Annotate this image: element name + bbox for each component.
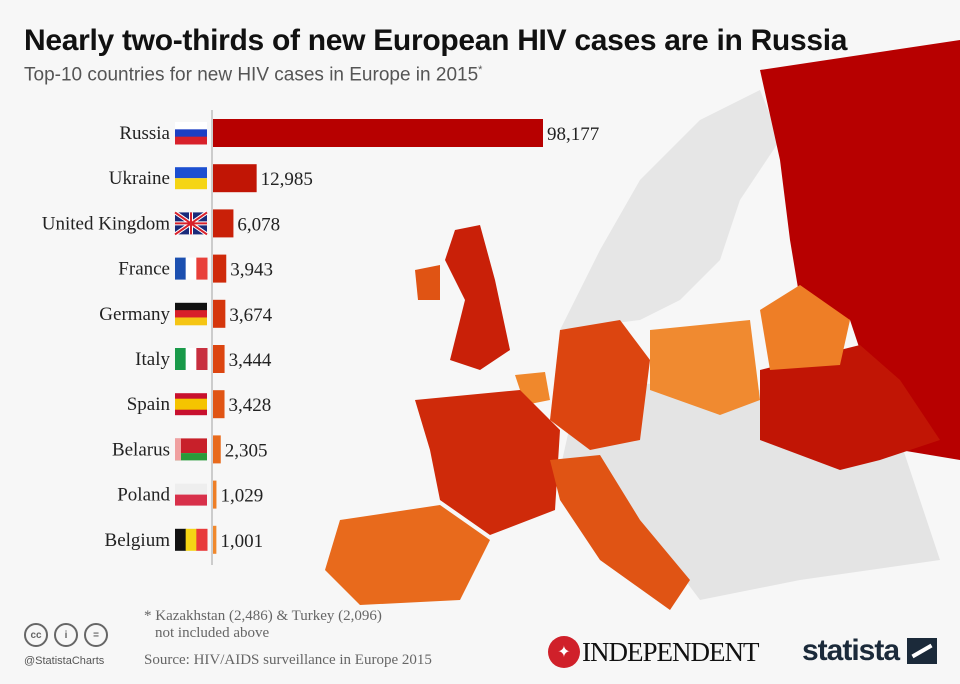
statista-wordmark: statista <box>802 634 900 667</box>
bar-germany <box>213 299 226 328</box>
no-derivatives-icon: = <box>84 623 108 647</box>
category-label: Germany <box>99 304 170 325</box>
ukraine-flag-icon <box>175 167 207 190</box>
value-label: 98,177 <box>547 124 599 145</box>
map-italy <box>550 455 690 610</box>
bar-belgium <box>213 525 217 554</box>
map-russia <box>760 40 960 460</box>
belarus-flag-icon <box>175 438 207 461</box>
category-label: Russia <box>119 123 170 144</box>
spain-flag-icon <box>175 393 207 416</box>
eagle-icon: ✦ <box>548 636 580 668</box>
value-label: 3,428 <box>229 395 272 416</box>
chart-subtitle: Top-10 countries for new HIV cases in Eu… <box>24 64 482 86</box>
bar-russia <box>213 119 543 147</box>
bar-italy <box>213 345 225 373</box>
value-label: 12,985 <box>261 169 313 190</box>
france-flag-icon <box>175 257 208 280</box>
map-landmass-scandinavia <box>560 90 780 330</box>
footnote: * Kazakhstan (2,486) & Turkey (2,096) no… <box>144 608 382 642</box>
statista-logo: statista <box>802 634 938 668</box>
category-label: United Kingdom <box>42 213 170 234</box>
category-label: Belgium <box>105 530 171 551</box>
poland-flag-icon <box>175 483 207 506</box>
subtitle-text: Top-10 countries for new HIV cases in Eu… <box>24 64 479 86</box>
map-france <box>415 390 560 535</box>
attribution-icon: i <box>54 623 78 647</box>
twitter-handle: @StatistaCharts <box>24 655 105 667</box>
map-uk <box>445 225 510 370</box>
value-label: 1,001 <box>220 531 263 552</box>
license-icons: cc i = <box>24 623 108 647</box>
category-label: Italy <box>135 349 170 370</box>
uk-flag-icon <box>173 210 209 237</box>
category-label: Ukraine <box>109 168 170 189</box>
category-label: France <box>118 259 170 280</box>
independent-wordmark: INDEPENDENT <box>582 636 759 667</box>
cc-icon: cc <box>24 623 48 647</box>
value-label: 6,078 <box>237 214 280 235</box>
category-label: Spain <box>127 394 171 415</box>
italy-flag-icon <box>175 348 208 370</box>
bar-spain <box>213 390 225 419</box>
value-label: 3,674 <box>229 305 272 326</box>
map-spain <box>325 505 490 605</box>
bar-belarus <box>213 435 221 464</box>
statista-mark-icon <box>907 638 938 664</box>
value-label: 1,029 <box>220 486 263 507</box>
value-label: 2,305 <box>225 440 268 461</box>
map-ireland <box>415 265 440 300</box>
russia-flag-icon <box>175 122 207 145</box>
value-label: 3,444 <box>229 350 272 371</box>
footnote-line-1: * Kazakhstan (2,486) & Turkey (2,096) <box>144 608 382 624</box>
bar-united-kingdom <box>213 209 234 238</box>
independent-logo: ✦ INDEPENDENT <box>548 636 759 668</box>
map-poland <box>650 320 760 415</box>
map-belarus <box>760 285 850 370</box>
footnote-marker: * <box>478 64 483 76</box>
germany-flag-icon <box>175 302 207 326</box>
bar-ukraine <box>213 164 257 193</box>
footnote-line-2: not included above <box>155 625 270 641</box>
chart-title: Nearly two-thirds of new European HIV ca… <box>24 24 848 57</box>
bar-poland <box>213 480 217 509</box>
map-germany <box>550 320 650 450</box>
category-label: Poland <box>117 485 170 506</box>
category-label: Belarus <box>112 439 170 460</box>
source-text: Source: HIV/AIDS surveillance in Europe … <box>144 652 432 668</box>
value-label: 3,943 <box>230 260 273 281</box>
belgium-flag-icon <box>175 528 208 551</box>
bar-france <box>213 254 227 283</box>
map-ukraine <box>760 345 940 470</box>
